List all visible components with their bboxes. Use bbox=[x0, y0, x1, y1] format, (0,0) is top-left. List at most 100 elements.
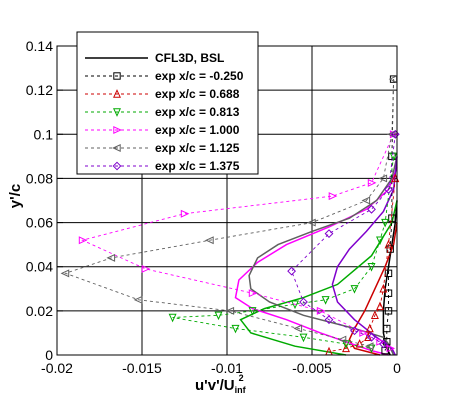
data-point bbox=[78, 236, 88, 245]
data-point bbox=[367, 263, 376, 272]
data-point bbox=[321, 296, 330, 305]
x-axis-title: u'v'/Uinf 2 bbox=[195, 373, 247, 395]
data-point bbox=[367, 178, 377, 187]
exp-series bbox=[168, 152, 398, 354]
data-point bbox=[293, 324, 303, 333]
y-tick-label: 0.14 bbox=[26, 38, 53, 54]
data-point bbox=[386, 344, 396, 353]
data-point bbox=[364, 332, 373, 342]
series-line bbox=[328, 178, 396, 353]
data-point bbox=[180, 209, 190, 218]
data-point bbox=[384, 289, 393, 297]
data-point bbox=[367, 332, 376, 342]
legend-label: exp x/c = 1.000 bbox=[155, 123, 240, 137]
data-point bbox=[316, 306, 326, 315]
data-point bbox=[376, 236, 384, 246]
series-line bbox=[64, 79, 395, 347]
data-point bbox=[337, 335, 347, 344]
legend-label: CFL3D, BSL bbox=[155, 51, 224, 65]
data-point bbox=[384, 307, 393, 315]
cfd-series bbox=[234, 167, 398, 356]
x-tick-label: -0.01 bbox=[211, 360, 243, 376]
data-point bbox=[291, 300, 299, 310]
data-point bbox=[350, 326, 359, 336]
data-point bbox=[248, 289, 258, 298]
series-line bbox=[384, 79, 395, 351]
data-point bbox=[359, 328, 368, 337]
x-axis-ticks: -0.02 -0.015 -0.01 -0.005 0 bbox=[41, 349, 401, 376]
x-tick-label: -0.005 bbox=[292, 360, 332, 376]
data-point bbox=[342, 343, 350, 353]
data-point bbox=[307, 218, 316, 227]
series-line bbox=[234, 167, 398, 356]
legend-label: exp x/c = -0.250 bbox=[155, 69, 244, 83]
data-point bbox=[384, 185, 393, 194]
y-axis-title: y'/c bbox=[7, 184, 24, 208]
data-point bbox=[60, 269, 70, 278]
x-tick-label: -0.02 bbox=[41, 360, 73, 376]
data-point bbox=[324, 229, 334, 239]
data-point bbox=[106, 253, 116, 262]
data-point bbox=[367, 204, 376, 214]
data-point bbox=[384, 239, 393, 249]
data-point bbox=[214, 311, 223, 321]
y-tick-label: 0.06 bbox=[26, 215, 53, 231]
exp-series bbox=[287, 129, 400, 349]
x-tick-label: -0.015 bbox=[122, 360, 162, 376]
plot-series bbox=[60, 75, 400, 356]
legend-label: exp x/c = 0.688 bbox=[155, 87, 240, 101]
legend-marker bbox=[112, 161, 122, 171]
data-point bbox=[225, 306, 235, 315]
data-point bbox=[299, 297, 308, 307]
legend-marker bbox=[113, 126, 122, 134]
legend-marker bbox=[113, 89, 121, 98]
y-tick-label: 0 bbox=[45, 347, 53, 363]
cfd-series bbox=[248, 156, 398, 356]
legend-label: exp x/c = 1.375 bbox=[155, 159, 240, 173]
data-point bbox=[328, 192, 338, 201]
data-point bbox=[287, 266, 297, 276]
legend-marker bbox=[113, 72, 121, 80]
y-tick-label: 0.02 bbox=[26, 303, 53, 319]
x-tick-label: 0 bbox=[393, 360, 401, 376]
series-line bbox=[172, 156, 395, 349]
exp-series bbox=[325, 173, 400, 356]
data-point bbox=[205, 236, 214, 245]
data-point bbox=[383, 324, 391, 333]
data-point bbox=[390, 129, 400, 139]
data-point bbox=[248, 307, 257, 316]
series-line bbox=[248, 156, 398, 356]
legend-box bbox=[76, 31, 259, 175]
data-point bbox=[376, 301, 384, 311]
data-point bbox=[350, 285, 359, 294]
y-tick-label: 0.08 bbox=[26, 170, 53, 186]
data-point bbox=[141, 264, 151, 273]
x-axis-title-main: u'v'/U bbox=[195, 377, 235, 394]
svg-text:u'v'/Uinf2: u'v'/Uinf 2 bbox=[195, 373, 247, 395]
series-line bbox=[81, 134, 395, 349]
data-point bbox=[386, 245, 394, 253]
legend-marker bbox=[112, 144, 121, 152]
data-point bbox=[381, 218, 390, 228]
data-point bbox=[299, 333, 308, 343]
data-point bbox=[324, 315, 334, 325]
legend-label: exp x/c = 1.125 bbox=[155, 141, 240, 155]
x-axis-title-sub: inf bbox=[235, 385, 247, 395]
x-axis-title-sup: 2 bbox=[239, 373, 244, 383]
data-point bbox=[378, 174, 388, 183]
y-axis-ticks: 0 0.02 0.04 0.06 0.08 0.1 0.12 0.14 bbox=[26, 38, 63, 363]
data-point bbox=[133, 295, 143, 304]
y-tick-label: 0.1 bbox=[34, 126, 54, 142]
data-point bbox=[384, 269, 393, 278]
data-point bbox=[370, 310, 379, 319]
data-point bbox=[389, 152, 398, 162]
data-point bbox=[361, 196, 371, 205]
legend-marker bbox=[113, 108, 121, 117]
data-point bbox=[231, 324, 240, 334]
legend: CFL3D, BSL exp x/c = -0.250 exp x/c = 0.68… bbox=[76, 31, 259, 175]
legend-label: exp x/c = 0.813 bbox=[155, 105, 240, 119]
exp-series bbox=[60, 75, 398, 351]
y-tick-label: 0.12 bbox=[26, 82, 53, 98]
series-line bbox=[291, 134, 396, 345]
data-point bbox=[168, 313, 177, 323]
